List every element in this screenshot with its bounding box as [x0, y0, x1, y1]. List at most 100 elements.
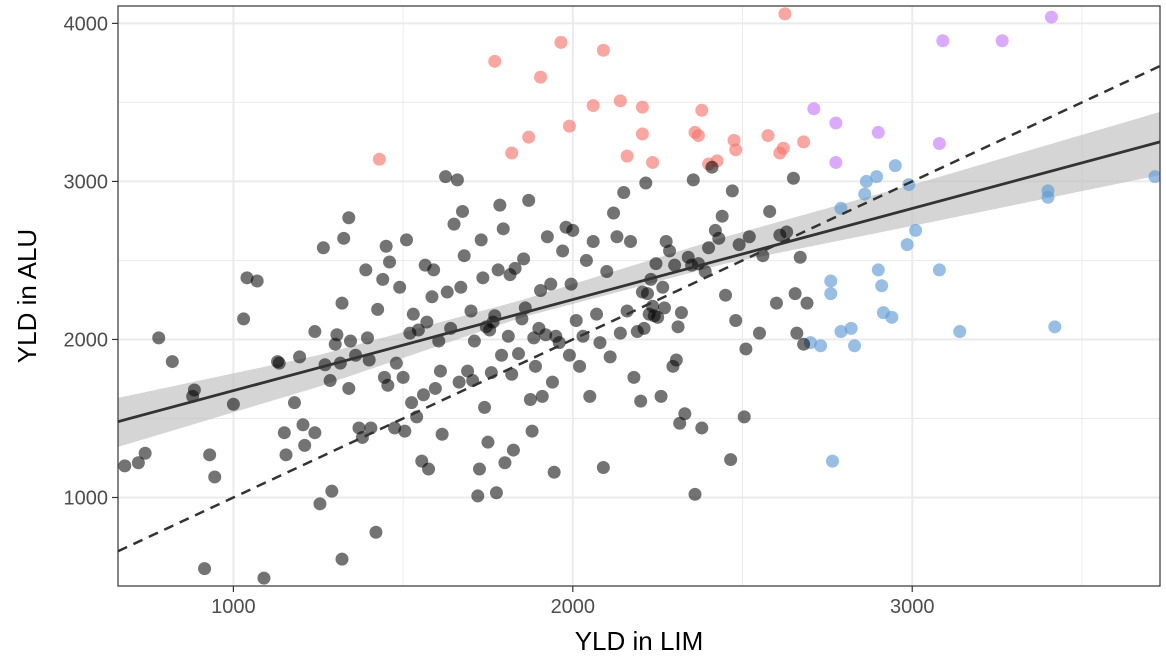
data-point-black — [620, 304, 634, 318]
x-tick-label: 1000 — [211, 596, 256, 618]
data-point-black — [719, 288, 733, 302]
data-point-black — [688, 487, 702, 501]
data-point-black — [797, 337, 811, 351]
data-point-black — [651, 310, 665, 324]
data-point-black — [600, 265, 614, 279]
data-point-black — [698, 265, 712, 279]
data-point-black — [534, 283, 548, 297]
data-point-black — [313, 497, 327, 511]
data-point-black — [335, 552, 349, 566]
data-point-black — [752, 326, 766, 340]
data-point-black — [165, 355, 179, 369]
data-point-blue — [848, 339, 862, 353]
x-axis-ticks: 1000 2000 3000 — [211, 586, 934, 618]
data-point-black — [152, 331, 166, 345]
data-point-black — [491, 263, 505, 277]
data-point-blue — [900, 238, 914, 252]
data-point-black — [569, 313, 583, 327]
data-point-salmon — [534, 70, 548, 84]
data-point-black — [498, 456, 512, 470]
data-point-salmon — [695, 103, 709, 117]
data-point-black — [515, 312, 529, 326]
data-point-black — [472, 462, 486, 476]
data-point-black — [613, 326, 627, 340]
data-point-black — [523, 393, 537, 407]
identity-line — [118, 64, 1160, 553]
data-point-black — [240, 271, 254, 285]
data-point-salmon — [778, 7, 792, 21]
data-point-blue — [953, 325, 967, 339]
data-point-black — [376, 272, 390, 286]
data-point-black — [138, 446, 152, 460]
confidence-band — [118, 111, 1160, 447]
data-point-salmon — [797, 135, 811, 149]
data-point-black — [393, 280, 407, 294]
x-tick-label: 3000 — [890, 596, 935, 618]
data-point-black — [398, 424, 412, 438]
data-point-purple — [995, 34, 1009, 48]
data-point-black — [355, 430, 369, 444]
data-point-black — [416, 388, 430, 402]
y-tick-label: 3000 — [64, 171, 109, 193]
data-point-black — [422, 462, 436, 476]
data-point-black — [729, 313, 743, 327]
y-tick-label: 2000 — [64, 329, 109, 351]
data-point-salmon — [372, 152, 386, 166]
data-point-blue — [871, 263, 885, 277]
data-point-black — [481, 435, 495, 449]
data-point-black — [343, 334, 357, 348]
data-point-black — [279, 448, 293, 462]
data-point-black — [187, 383, 201, 397]
data-point-blue — [859, 174, 873, 188]
data-point-black — [590, 307, 604, 321]
data-point-black — [428, 381, 442, 395]
data-point-black — [342, 381, 356, 395]
data-point-black — [556, 244, 570, 258]
data-point-black — [674, 306, 688, 320]
data-point-black — [639, 176, 653, 190]
data-point-black — [293, 350, 307, 364]
data-point-black — [405, 396, 419, 410]
data-point-black — [607, 206, 621, 220]
data-point-black — [508, 261, 522, 275]
data-point-black — [663, 244, 677, 258]
data-point-purple — [871, 125, 885, 139]
data-point-black — [610, 230, 624, 244]
data-point-blue — [844, 321, 858, 335]
data-point-black — [742, 230, 756, 244]
data-point-black — [800, 296, 814, 310]
data-point-black — [501, 329, 515, 343]
data-point-black — [695, 421, 709, 435]
data-point-black — [637, 321, 651, 335]
data-point-black — [296, 418, 310, 432]
lines-layer — [118, 64, 1160, 553]
data-point-black — [579, 253, 593, 267]
data-point-black — [586, 234, 600, 248]
data-point-black — [287, 396, 301, 410]
data-point-black — [360, 331, 374, 345]
data-point-black — [522, 193, 536, 207]
data-point-black — [464, 304, 478, 318]
data-point-black — [330, 328, 344, 342]
data-point-blue — [870, 170, 884, 184]
data-point-black — [435, 427, 449, 441]
data-point-black — [737, 410, 751, 424]
data-point-black — [476, 271, 490, 285]
data-point-blue — [909, 223, 923, 237]
data-point-purple — [829, 116, 843, 130]
data-point-salmon — [761, 129, 775, 143]
data-point-purple — [1044, 10, 1058, 24]
data-point-black — [433, 364, 447, 378]
data-point-black — [456, 204, 470, 218]
data-point-black — [471, 489, 485, 503]
data-point-black — [564, 277, 578, 291]
data-point-black — [325, 484, 339, 498]
data-point-black — [739, 342, 753, 356]
data-point-black — [603, 350, 617, 364]
data-point-black — [440, 285, 454, 299]
points-layer — [118, 7, 1160, 585]
data-point-black — [725, 184, 739, 198]
data-point-black — [788, 287, 802, 301]
